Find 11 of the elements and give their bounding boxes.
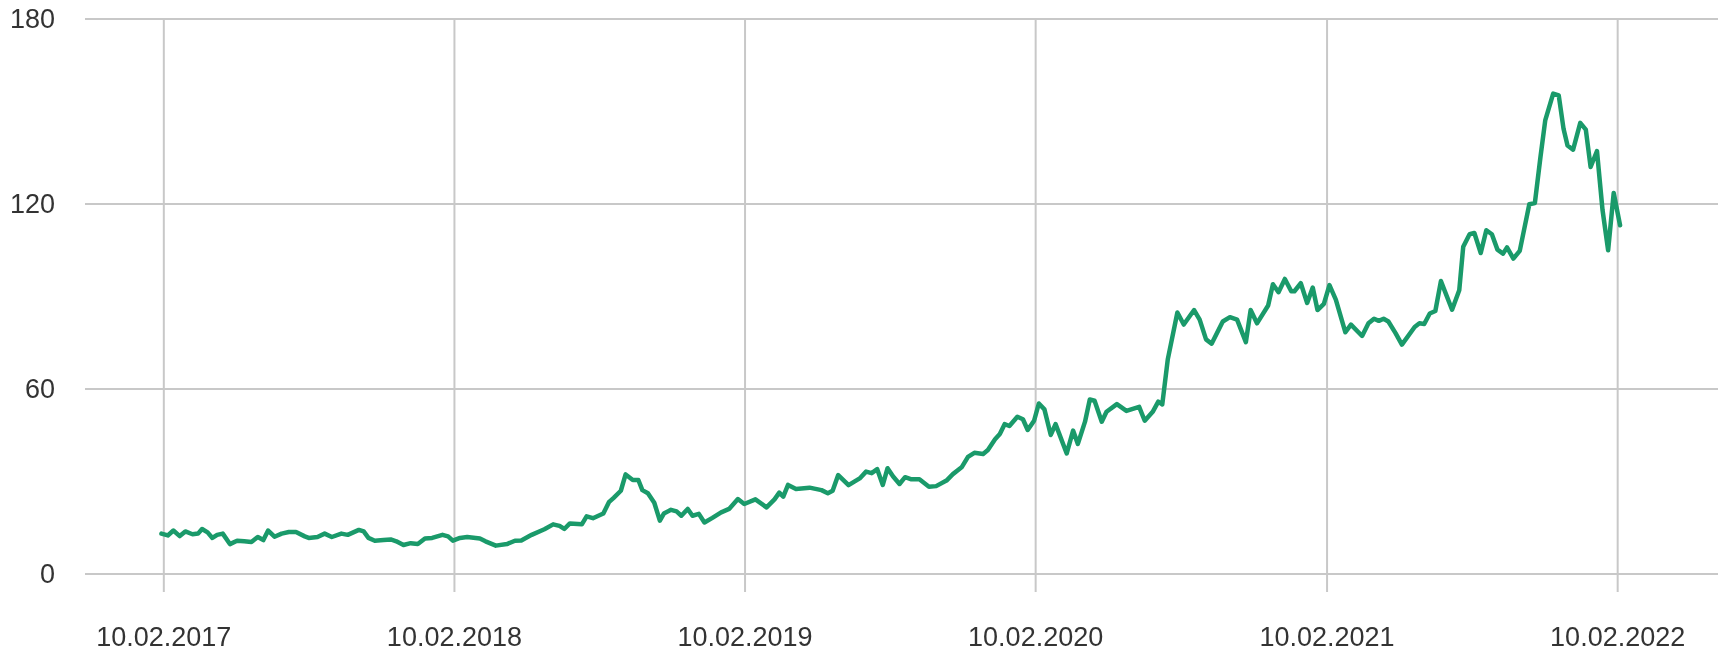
x-tick-label: 10.02.2021 [1259, 622, 1395, 652]
x-tick-label: 10.02.2020 [968, 622, 1104, 652]
y-tick-label: 60 [24, 374, 55, 405]
x-tick-label: 10.02.2022 [1550, 622, 1686, 652]
y-tick-label: 180 [9, 4, 55, 35]
line-series [159, 91, 1623, 548]
x-tick-label: 10.02.2018 [386, 622, 523, 652]
y-tick-label: 120 [9, 189, 55, 220]
y-tick-label: 0 [39, 559, 55, 590]
x-tick-label: 10.02.2017 [96, 622, 232, 652]
x-tick-label: 10.02.2019 [677, 622, 813, 652]
